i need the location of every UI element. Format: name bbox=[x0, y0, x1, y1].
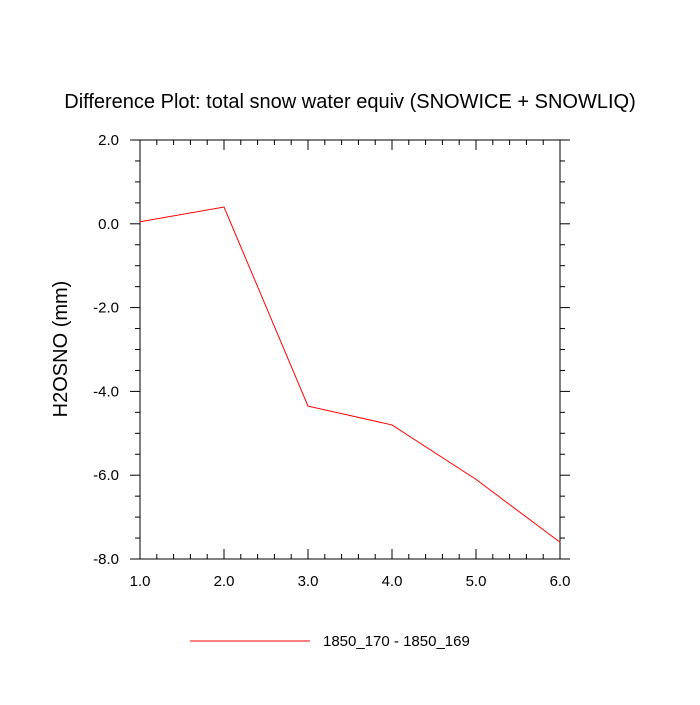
chart-title: Difference Plot: total snow water equiv … bbox=[64, 91, 635, 113]
y-tick-label: -8.0 bbox=[93, 551, 119, 568]
y-axis-label: H2OSNO (mm) bbox=[50, 281, 72, 418]
y-tick-label: -2.0 bbox=[93, 300, 119, 317]
series-line-0 bbox=[139, 206, 561, 543]
y-tick-label: -4.0 bbox=[93, 383, 119, 400]
x-tick-label: 6.0 bbox=[550, 573, 571, 590]
data-point bbox=[559, 541, 561, 543]
data-point bbox=[139, 221, 141, 223]
y-tick-label: 2.0 bbox=[98, 132, 119, 149]
plot-frame bbox=[139, 139, 561, 560]
x-tick-label: 4.0 bbox=[382, 573, 403, 590]
y-tick-label: -6.0 bbox=[93, 467, 119, 484]
legend: 1850_170 - 1850_169 bbox=[190, 633, 470, 650]
plot-area: 1.0 2.0 3.0 4.0 5.0 6.0 2.0 0.0 -2.0 -4.0 -6.0 -8.0 bbox=[93, 132, 570, 590]
x-tick-label: 5.0 bbox=[466, 573, 487, 590]
data-point bbox=[223, 206, 225, 208]
data-point bbox=[307, 405, 309, 407]
data-point bbox=[391, 424, 393, 426]
x-tick-label: 1.0 bbox=[130, 573, 151, 590]
x-tick-label: 2.0 bbox=[214, 573, 235, 590]
data-point bbox=[475, 478, 477, 480]
y-tick-label: 0.0 bbox=[98, 216, 119, 233]
x-tick-label: 3.0 bbox=[298, 573, 319, 590]
legend-label: 1850_170 - 1850_169 bbox=[323, 633, 470, 650]
